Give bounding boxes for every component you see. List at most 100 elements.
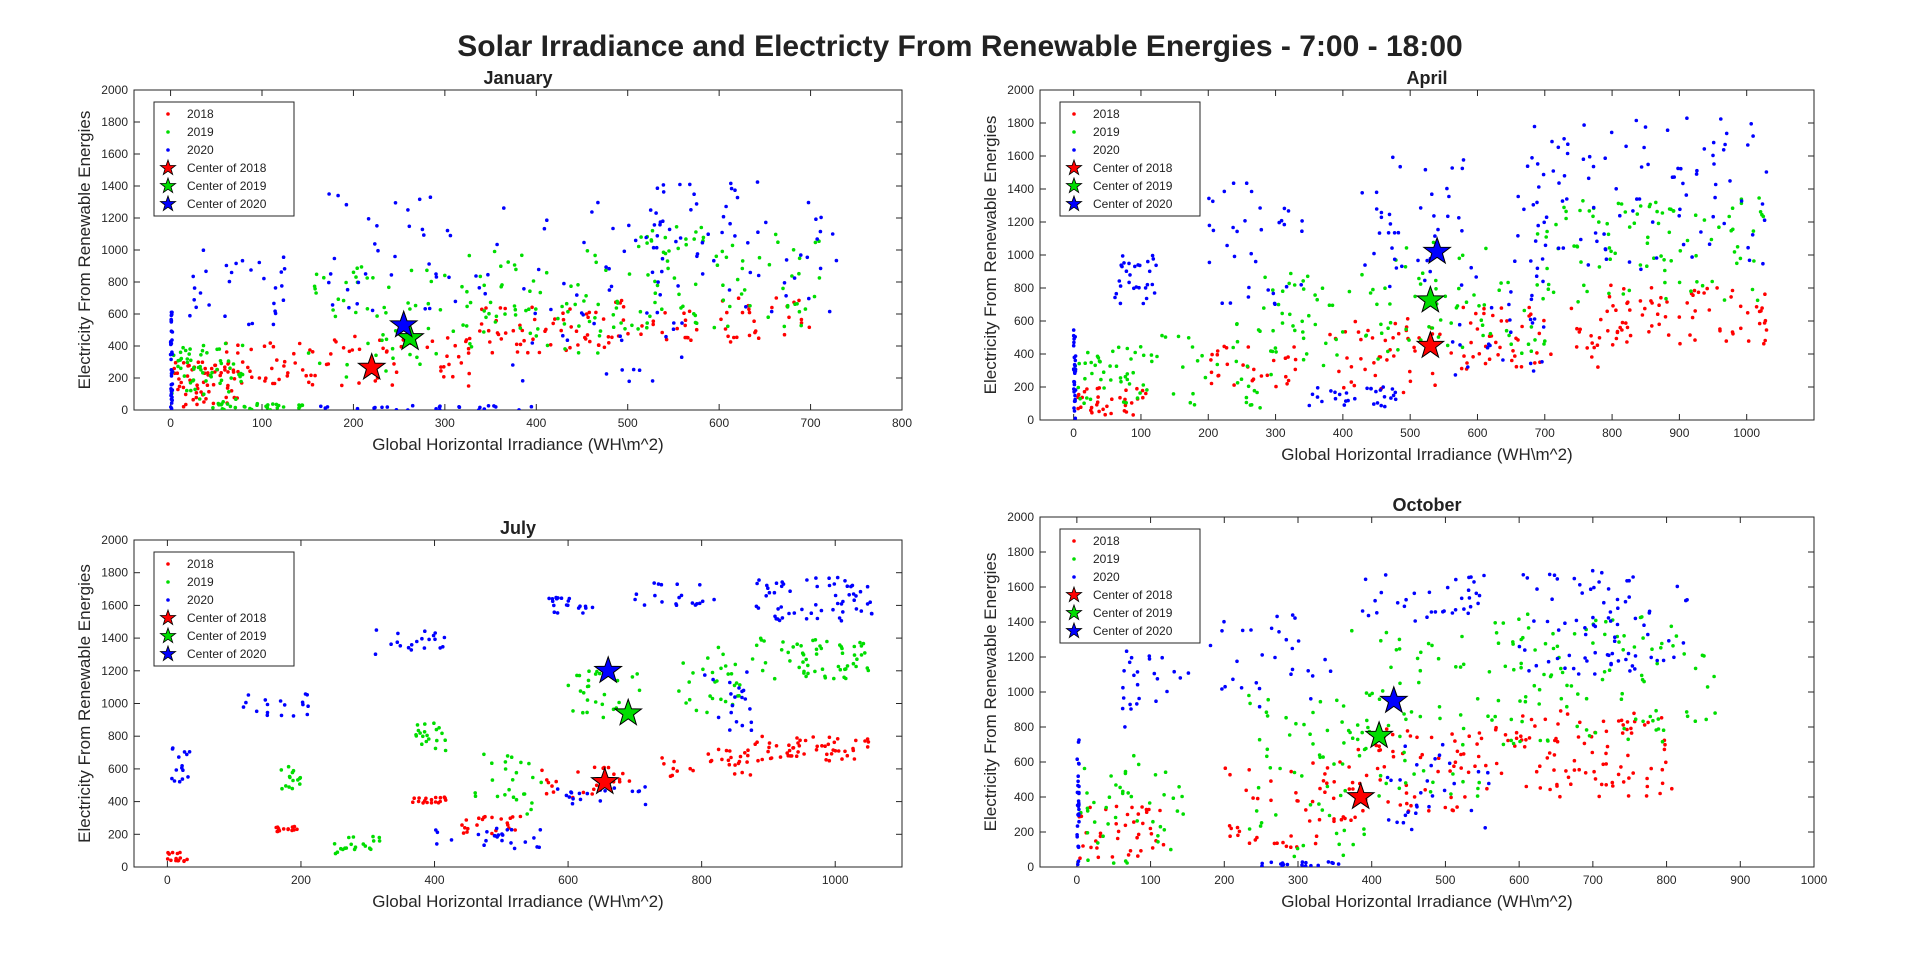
point-2018	[1604, 729, 1609, 734]
point-2018	[1556, 722, 1560, 726]
point-2019	[1177, 785, 1181, 789]
y-axis-label: Electricity From Renewable Energies	[981, 116, 1000, 395]
y-axis-label: Electricity From Renewable Energies	[75, 111, 94, 390]
point-2018	[621, 771, 625, 776]
point-2018	[619, 298, 624, 303]
point-2019	[1503, 664, 1508, 669]
point-2019	[1090, 371, 1094, 376]
point-2019	[1257, 737, 1262, 742]
point-2018	[1114, 804, 1119, 809]
point-2019	[443, 273, 447, 278]
point-2018	[229, 389, 234, 393]
point-2018	[271, 344, 276, 349]
point-2019	[1365, 718, 1369, 723]
point-2019	[375, 314, 379, 318]
point-2020	[182, 750, 187, 754]
point-2020	[457, 405, 461, 409]
point-2019	[1129, 357, 1133, 361]
point-2020	[385, 405, 390, 409]
point-2018	[532, 317, 537, 322]
point-2018	[1558, 794, 1562, 799]
point-2018	[807, 325, 812, 330]
point-2018	[207, 389, 211, 394]
point-2018	[1216, 374, 1220, 378]
point-2020	[1685, 598, 1689, 602]
point-2018	[515, 350, 520, 354]
point-2019	[1366, 725, 1370, 730]
point-2019	[1532, 683, 1537, 688]
x-tick-label: 800	[892, 416, 912, 430]
point-2020	[305, 712, 310, 717]
point-2019	[377, 835, 382, 840]
y-tick-label: 1800	[101, 115, 128, 129]
point-2019	[1461, 742, 1465, 747]
point-2018	[185, 374, 190, 378]
point-2020	[169, 319, 173, 324]
point-2019	[494, 314, 499, 319]
point-2018	[1215, 349, 1220, 353]
point-2020	[581, 611, 585, 615]
point-2020	[1606, 616, 1611, 620]
point-2020	[453, 299, 458, 304]
series-2018	[1077, 709, 1674, 860]
point-2020	[278, 699, 283, 703]
point-2020	[1528, 317, 1533, 322]
point-2018	[1760, 306, 1764, 310]
point-2020	[1363, 263, 1367, 267]
point-2018	[1625, 325, 1630, 330]
point-2020	[1353, 396, 1357, 401]
point-2019	[1572, 244, 1576, 248]
point-2020	[780, 616, 785, 620]
point-2020	[291, 714, 296, 718]
point-2018	[1255, 835, 1259, 840]
y-tick-label: 400	[1014, 347, 1034, 361]
point-2020	[1528, 361, 1533, 366]
point-2019	[852, 644, 857, 649]
point-2020	[756, 273, 761, 278]
point-2019	[513, 313, 518, 317]
point-2019	[627, 272, 632, 276]
point-2019	[1700, 653, 1705, 658]
point-2018	[1118, 395, 1122, 400]
point-2019	[1490, 718, 1494, 722]
point-2018	[482, 815, 486, 820]
point-2018	[484, 306, 488, 310]
point-2018	[1391, 749, 1395, 754]
point-2018	[1382, 765, 1387, 769]
point-2018	[1272, 841, 1277, 846]
point-2020	[734, 720, 739, 724]
x-tick-label: 0	[167, 416, 174, 430]
point-2019	[740, 266, 745, 271]
point-2019	[1523, 695, 1528, 699]
point-2018	[442, 375, 446, 379]
point-2018	[329, 352, 333, 356]
point-2019	[1623, 210, 1628, 214]
point-2018	[416, 799, 421, 804]
point-2018	[1228, 834, 1232, 838]
point-2018	[725, 310, 729, 315]
point-2019	[1311, 710, 1315, 715]
point-2019	[1378, 773, 1383, 778]
point-2018	[1209, 381, 1214, 386]
point-2018	[688, 766, 692, 771]
point-2020	[363, 272, 368, 276]
point-2018	[738, 754, 743, 759]
point-2019	[1626, 737, 1630, 742]
point-2019	[758, 636, 763, 641]
point-2019	[1101, 370, 1106, 375]
point-2019	[514, 267, 518, 272]
point-2018	[292, 351, 296, 356]
point-2020	[1446, 214, 1450, 219]
y-tick-label: 0	[1027, 860, 1034, 874]
point-2019	[799, 644, 803, 648]
point-2019	[371, 276, 375, 280]
point-2018	[1405, 729, 1410, 733]
point-2018	[1482, 311, 1486, 316]
point-2018	[1098, 834, 1103, 839]
point-2020	[169, 368, 174, 372]
point-2019	[185, 357, 190, 361]
point-2019	[692, 312, 696, 316]
point-2020	[257, 260, 262, 265]
point-2018	[1271, 358, 1276, 363]
